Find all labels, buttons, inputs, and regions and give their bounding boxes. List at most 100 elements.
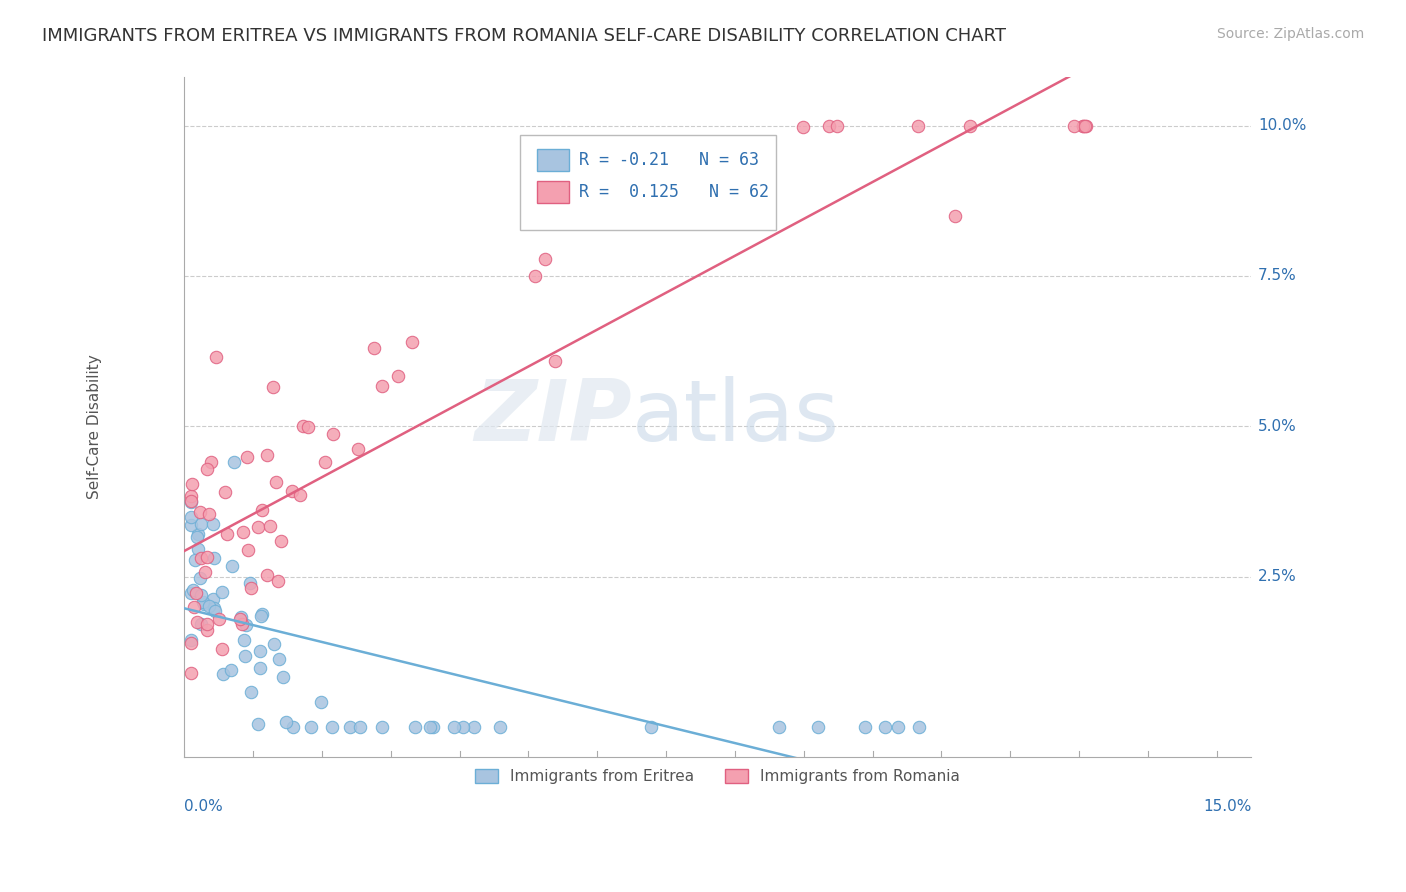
Point	[807, 720, 830, 734]
Point	[190, 588, 212, 602]
Point	[211, 584, 233, 599]
Point	[205, 350, 228, 364]
Point	[249, 661, 271, 675]
Point	[281, 483, 304, 498]
Point	[194, 565, 217, 579]
Point	[236, 542, 259, 557]
Point	[187, 527, 209, 541]
FancyBboxPatch shape	[537, 181, 569, 203]
Point	[224, 455, 246, 469]
Point	[346, 442, 368, 456]
Point	[544, 354, 567, 368]
Point	[240, 581, 263, 595]
Point	[908, 720, 931, 734]
Point	[229, 610, 252, 624]
Point	[339, 720, 361, 734]
Point	[907, 119, 929, 133]
Point	[240, 685, 263, 699]
Point	[193, 597, 215, 611]
Point	[768, 720, 790, 734]
Point	[640, 720, 662, 734]
Point	[200, 455, 222, 469]
Point	[212, 667, 235, 681]
Point	[232, 632, 254, 647]
Point	[281, 720, 304, 734]
Point	[180, 586, 202, 600]
Point	[186, 530, 208, 544]
Text: ZIP: ZIP	[475, 376, 633, 458]
Text: 0.0%: 0.0%	[184, 799, 224, 814]
Point	[204, 604, 226, 618]
Point	[873, 720, 896, 734]
Point	[463, 720, 485, 734]
Point	[235, 450, 257, 464]
Point	[198, 599, 221, 613]
Point	[523, 268, 546, 283]
Point	[262, 380, 284, 394]
Point	[404, 720, 426, 734]
Point	[214, 485, 236, 500]
Point	[297, 420, 319, 434]
Point	[180, 517, 202, 532]
Text: R = -0.21   N = 63: R = -0.21 N = 63	[579, 151, 759, 169]
FancyBboxPatch shape	[520, 136, 776, 230]
Point	[314, 455, 336, 469]
Point	[1063, 119, 1085, 133]
Point	[321, 720, 343, 734]
Point	[180, 510, 202, 524]
Point	[180, 494, 202, 508]
Point	[443, 720, 465, 734]
Point	[187, 541, 209, 556]
Point	[233, 648, 256, 663]
Point	[322, 426, 344, 441]
Point	[186, 586, 208, 600]
Point	[266, 475, 288, 489]
Point	[247, 520, 270, 534]
Point	[235, 617, 257, 632]
Point	[451, 720, 474, 734]
Point	[288, 488, 311, 502]
Point	[180, 489, 202, 503]
Point	[195, 616, 218, 631]
Point	[252, 607, 274, 622]
Text: 15.0%: 15.0%	[1204, 799, 1251, 814]
Point	[181, 476, 204, 491]
Point	[363, 341, 385, 355]
Point	[208, 612, 231, 626]
Point	[422, 720, 444, 734]
Point	[180, 494, 202, 508]
Point	[291, 419, 314, 434]
Point	[188, 505, 211, 519]
Point	[198, 507, 221, 521]
Text: 5.0%: 5.0%	[1258, 418, 1296, 434]
Point	[211, 642, 233, 657]
Point	[1073, 119, 1095, 133]
Point	[827, 119, 849, 133]
Point	[190, 516, 212, 531]
Text: 7.5%: 7.5%	[1258, 268, 1296, 284]
Point	[180, 636, 202, 650]
Point	[1071, 119, 1094, 133]
Legend: Immigrants from Eritrea, Immigrants from Romania: Immigrants from Eritrea, Immigrants from…	[470, 763, 966, 790]
Point	[886, 720, 908, 734]
Point	[309, 695, 332, 709]
Point	[195, 462, 218, 476]
Point	[271, 670, 294, 684]
Point	[263, 637, 285, 651]
Point	[267, 574, 290, 588]
Point	[202, 550, 225, 565]
Point	[371, 720, 394, 734]
Text: 10.0%: 10.0%	[1258, 118, 1306, 133]
Point	[387, 369, 409, 384]
Text: atlas: atlas	[633, 376, 841, 458]
Point	[401, 334, 423, 349]
Point	[184, 553, 207, 567]
Point	[249, 644, 271, 658]
Point	[229, 612, 252, 626]
Point	[231, 617, 253, 632]
Point	[370, 378, 392, 392]
Point	[299, 720, 322, 734]
Point	[238, 576, 260, 591]
Point	[247, 717, 270, 731]
Point	[274, 714, 297, 729]
